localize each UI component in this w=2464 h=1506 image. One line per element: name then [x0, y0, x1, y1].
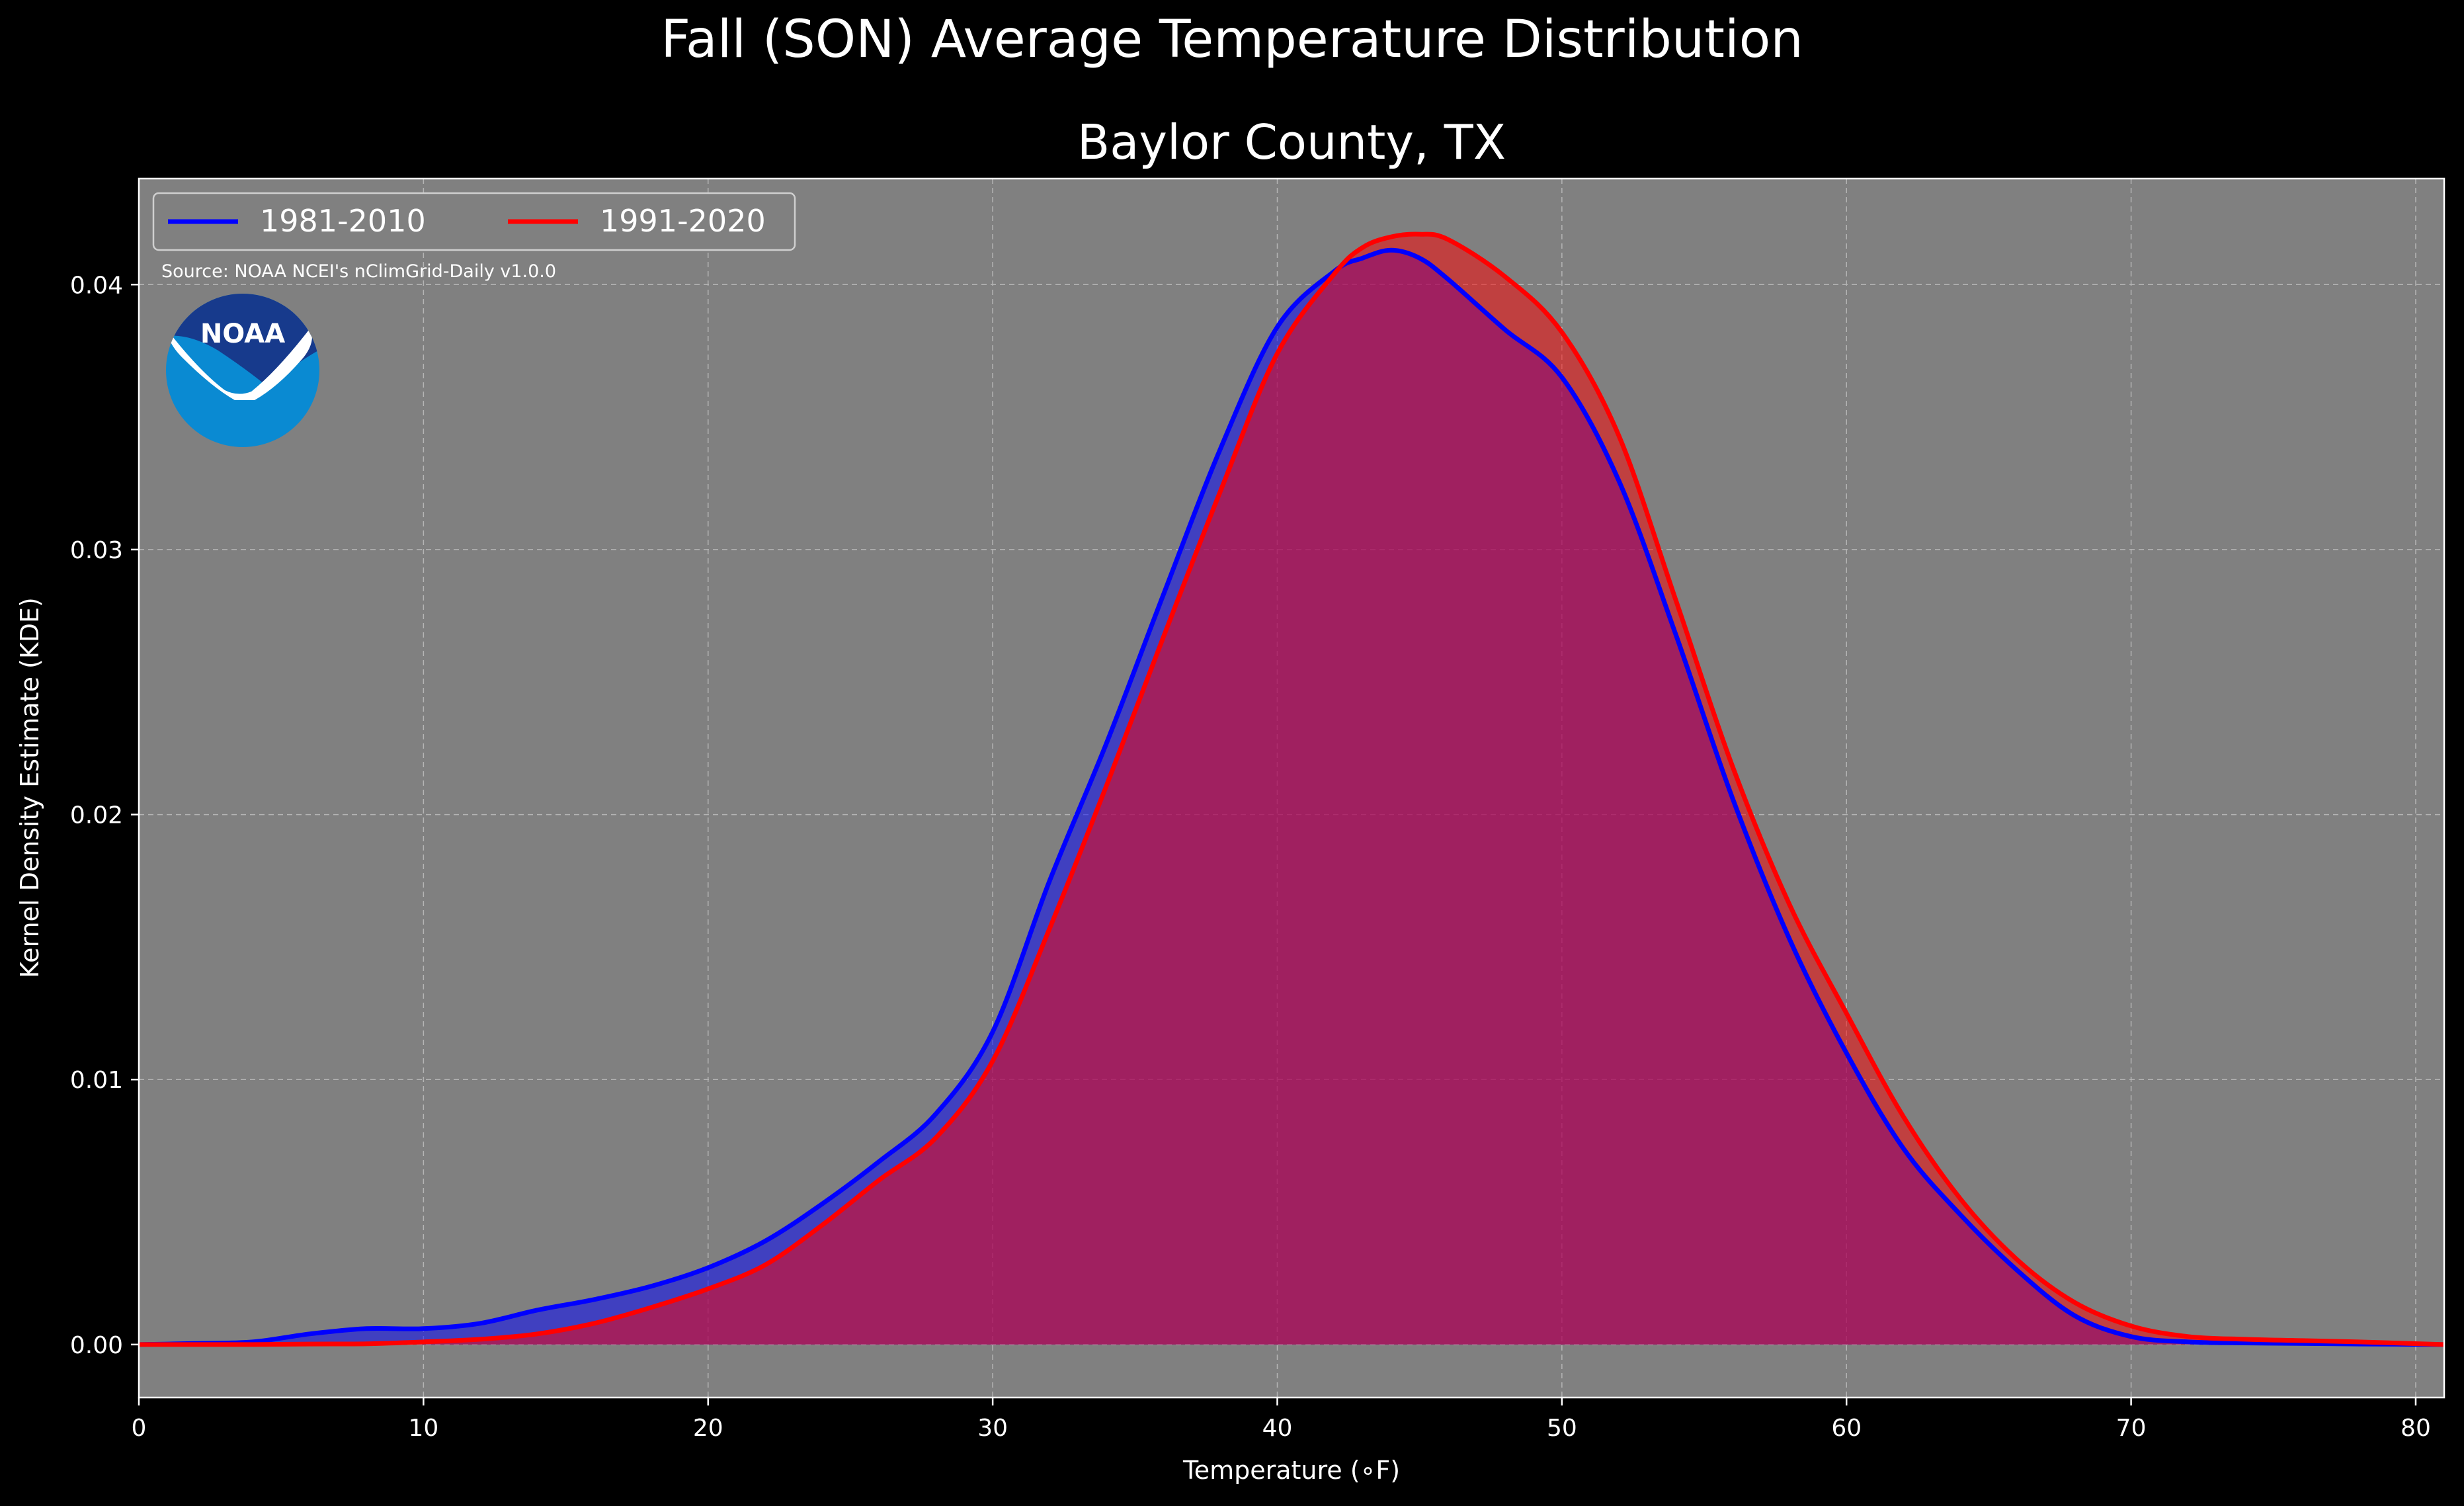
legend-label-1991-2020: 1991-2020 [600, 203, 766, 239]
x-tick-label: 70 [2116, 1415, 2147, 1442]
noaa-logo-text: NOAA [200, 319, 285, 349]
y-tick-label: 0.03 [70, 537, 123, 564]
x-tick-label: 60 [1831, 1415, 1862, 1442]
y-tick-label: 0.01 [70, 1067, 123, 1094]
noaa-logo: NOAA [166, 294, 319, 447]
legend: 1981-2010 1991-2020 [152, 192, 796, 251]
y-tick-label: 0.00 [70, 1332, 123, 1359]
y-axis-label: Kernel Density Estimate (KDE) [15, 597, 44, 978]
legend-box [152, 192, 796, 251]
x-axis: 0 10 20 30 40 50 60 70 80 [132, 1398, 2431, 1442]
source-note: Source: NOAA NCEI's nClimGrid-Daily v1.0… [161, 261, 556, 282]
y-tick-label: 0.04 [70, 272, 123, 299]
legend-label-1981-2010: 1981-2010 [260, 203, 426, 239]
y-tick-label: 0.02 [70, 802, 123, 829]
series-line-1991-2020 [138, 231, 2445, 1347]
x-axis-label: Temperature (∘F) [1182, 1456, 1400, 1485]
chart-subtitle: Baylor County, TX [1077, 114, 1506, 170]
x-tick-label: 40 [1262, 1415, 1293, 1442]
x-tick-label: 30 [977, 1415, 1008, 1442]
y-axis: 0.00 0.01 0.02 0.03 0.04 [70, 272, 139, 1359]
x-tick-label: 50 [1547, 1415, 1577, 1442]
series-lines [138, 231, 2445, 1347]
chart-title: Fall (SON) Average Temperature Distribut… [661, 10, 1803, 69]
x-tick-label: 80 [2401, 1415, 2431, 1442]
x-tick-label: 10 [408, 1415, 438, 1442]
plot-frame [138, 177, 2445, 1399]
series-line-1981-2010 [138, 247, 2445, 1347]
series-area-1991-2020 [139, 233, 2444, 1345]
series-fills [139, 233, 2444, 1345]
x-tick-label: 20 [693, 1415, 723, 1442]
x-tick-label: 0 [132, 1415, 147, 1442]
